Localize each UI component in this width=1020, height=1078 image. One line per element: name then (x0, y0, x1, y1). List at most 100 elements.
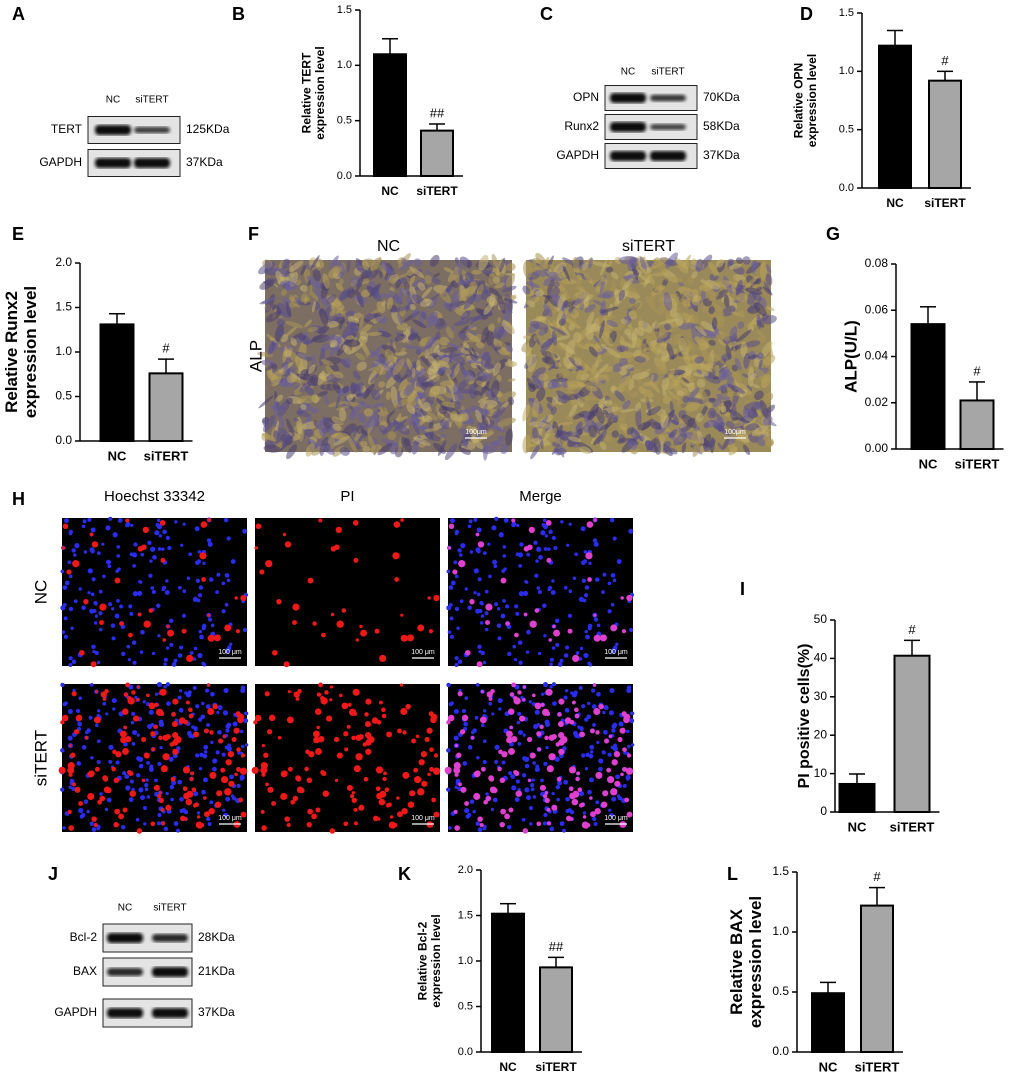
texture (356, 267, 375, 277)
row-label: siTERT (31, 730, 50, 786)
y-tick-label: 0.0 (839, 182, 854, 194)
texture (322, 416, 334, 428)
panel-letter: E (12, 224, 24, 244)
nucleus (580, 560, 586, 566)
nucleus (591, 688, 596, 693)
pi-cell (623, 713, 631, 721)
nucleus (490, 807, 495, 812)
nucleus (89, 608, 95, 614)
texture (417, 282, 426, 291)
nucleus (189, 651, 194, 655)
nucleus (99, 792, 103, 796)
texture (368, 410, 379, 419)
nucleus (154, 778, 158, 783)
texture (535, 252, 549, 270)
pi-cell (286, 822, 291, 828)
nucleus (508, 771, 513, 776)
texture (469, 281, 478, 292)
texture (453, 320, 470, 327)
pi-cell (486, 604, 492, 610)
pi-cell (127, 696, 132, 701)
texture (492, 338, 502, 347)
nucleus (578, 685, 583, 690)
texture (634, 356, 647, 363)
texture (352, 370, 361, 381)
nucleus (582, 598, 587, 603)
texture (756, 409, 762, 416)
texture (637, 421, 652, 431)
pi-cell (428, 629, 434, 634)
texture (577, 428, 583, 436)
pi-cell (136, 698, 140, 702)
pi-cell (304, 766, 309, 772)
pi-cell (172, 698, 179, 705)
nucleus (96, 739, 101, 744)
nucleus (593, 541, 599, 547)
nucleus (535, 559, 539, 563)
nucleus (572, 730, 578, 736)
nucleus (528, 805, 534, 811)
nucleus (494, 516, 499, 521)
texture (618, 375, 632, 387)
nucleus (117, 518, 123, 523)
nucleus (183, 809, 189, 815)
pi-cell (433, 753, 439, 758)
texture (601, 366, 615, 373)
nucleus (108, 602, 113, 607)
nucleus (523, 590, 529, 596)
nucleus (595, 577, 600, 582)
nucleus (71, 548, 76, 553)
nucleus (192, 657, 197, 661)
texture (598, 421, 614, 432)
nucleus (81, 812, 86, 818)
nucleus (601, 590, 605, 594)
nucleus (474, 715, 479, 720)
fluorescence-image (446, 516, 635, 668)
nucleus (68, 656, 73, 661)
texture (259, 279, 275, 290)
nucleus (627, 744, 631, 749)
texture (765, 263, 772, 274)
nucleus (464, 696, 469, 700)
significance-label: ## (430, 105, 445, 120)
nucleus (482, 660, 487, 665)
texture (359, 322, 374, 335)
texture (494, 394, 502, 409)
texture (307, 326, 318, 333)
fluorescence-image (444, 681, 635, 834)
nucleus (621, 798, 625, 803)
texture (420, 356, 434, 369)
pi-cell (458, 560, 466, 568)
nucleus (515, 779, 520, 784)
pi-cell (571, 799, 578, 806)
texture (504, 293, 513, 313)
y-tick-label: 1.5 (337, 4, 352, 16)
texture (276, 317, 286, 327)
pi-cell (68, 825, 74, 831)
pi-cell (100, 691, 107, 698)
pi-cell (599, 634, 607, 642)
nucleus (512, 644, 517, 649)
pi-cell (197, 824, 203, 829)
pi-cell (122, 748, 129, 755)
pi-cell (499, 822, 505, 828)
texture (424, 428, 439, 432)
nucleus (518, 564, 522, 568)
nucleus (198, 629, 203, 634)
texture (399, 287, 410, 295)
pi-cell (237, 713, 245, 721)
pi-cell (509, 692, 515, 697)
pi-cell (179, 815, 186, 822)
nucleus (60, 605, 66, 611)
texture (310, 291, 319, 301)
bar (860, 904, 894, 1053)
nucleus (507, 651, 512, 657)
nucleus (202, 662, 207, 667)
texture (638, 385, 645, 395)
texture (399, 260, 415, 271)
texture (295, 378, 307, 384)
nucleus (607, 752, 612, 757)
pi-cell (120, 736, 127, 744)
texture (429, 254, 440, 267)
nucleus (60, 787, 65, 792)
